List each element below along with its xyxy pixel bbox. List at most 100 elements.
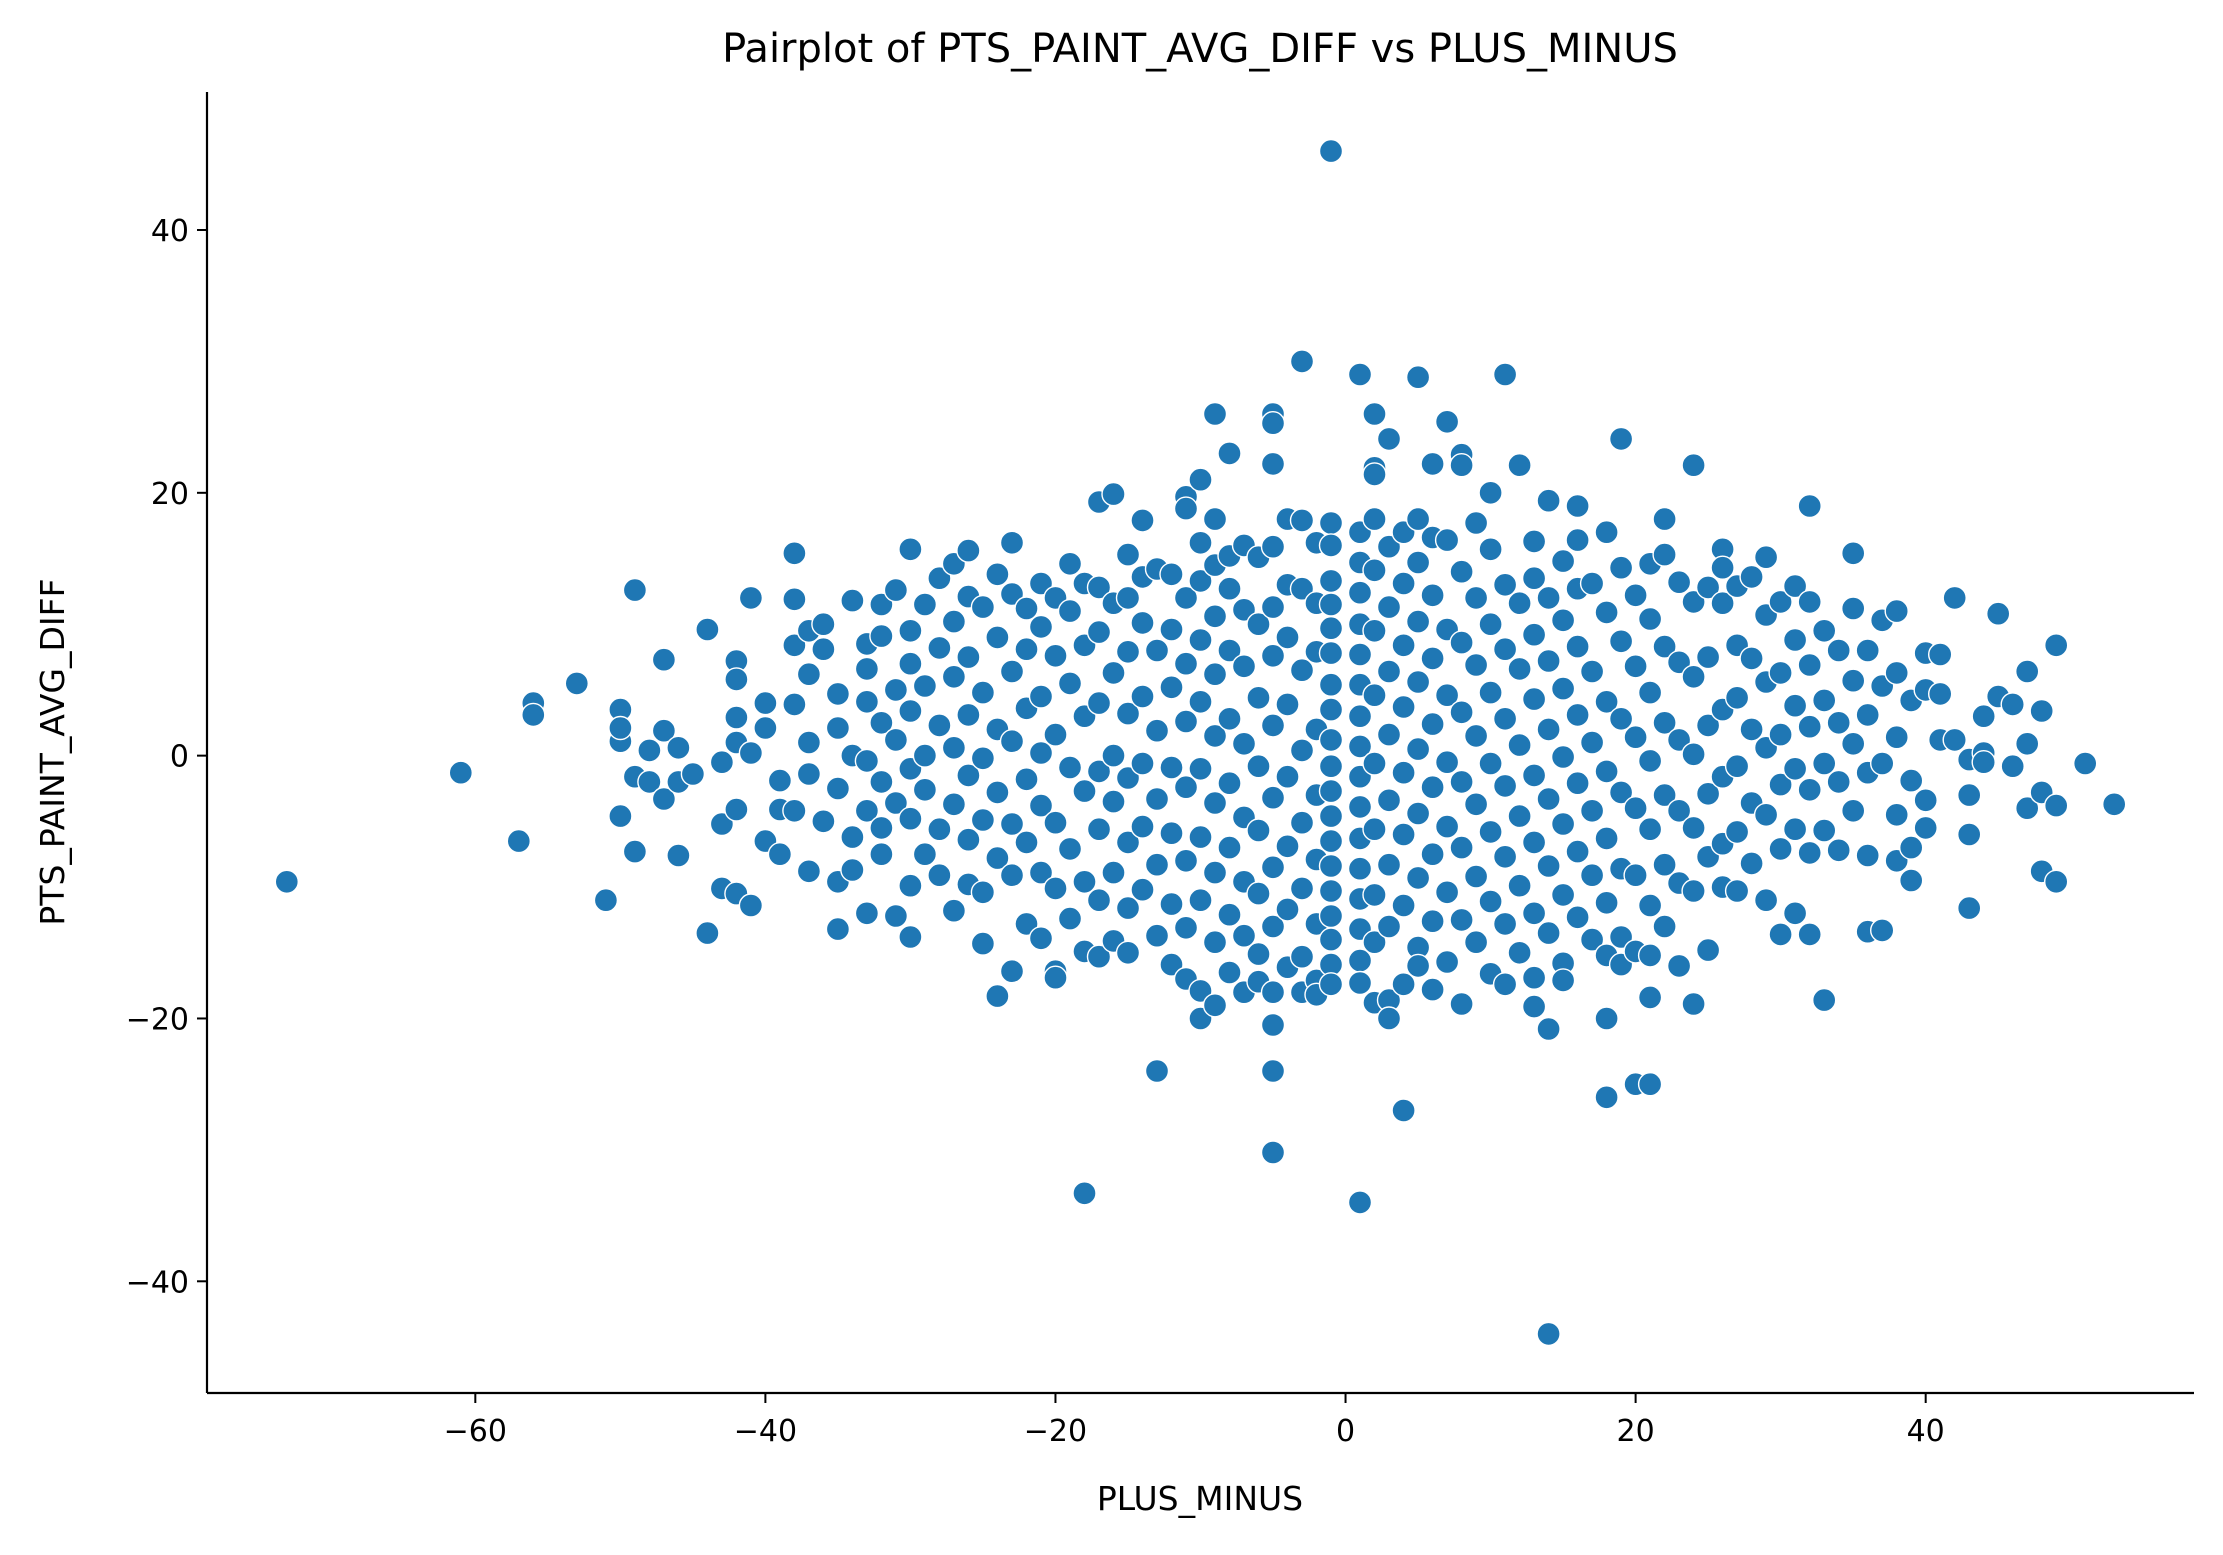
- scatter-point: [1550, 882, 1576, 908]
- scatter-point: [883, 677, 909, 703]
- scatter-point: [1159, 952, 1184, 977]
- scatter-point: [506, 828, 531, 854]
- scatter-point: [1347, 704, 1373, 729]
- scatter-point: [1826, 769, 1851, 795]
- scatter-point: [1724, 685, 1750, 710]
- scatter-point: [1246, 754, 1271, 779]
- scatter-point: [1782, 756, 1808, 781]
- scatter-point: [1028, 740, 1054, 766]
- scatter-point: [1811, 618, 1837, 643]
- scatter-point: [912, 673, 938, 699]
- scatter-point: [1739, 717, 1764, 742]
- scatter-point: [840, 824, 865, 850]
- scatter-point: [1434, 409, 1460, 434]
- scatter-point: [1956, 895, 1982, 921]
- scatter-point: [883, 790, 909, 816]
- scatter-point: [1869, 918, 1895, 943]
- scatter-point: [1521, 566, 1547, 591]
- scatter-point: [2014, 796, 2040, 821]
- scatter-point: [1637, 817, 1663, 842]
- scatter-point: [1115, 830, 1141, 855]
- scatter-point: [1840, 668, 1866, 693]
- scatter-point: [448, 760, 473, 785]
- scatter-point: [1217, 960, 1242, 985]
- scatter-point: [796, 662, 822, 687]
- scatter-point: [1115, 639, 1141, 664]
- scatter-point: [1115, 585, 1141, 611]
- scatter-point: [1144, 718, 1170, 743]
- scatter-point: [767, 842, 793, 867]
- scatter-point: [1811, 818, 1837, 843]
- x-tick-label: −20: [1024, 1414, 1087, 1449]
- scatter-point: [869, 710, 894, 735]
- scatter-point: [854, 656, 880, 682]
- scatter-point: [1275, 834, 1300, 859]
- scatter-point: [1260, 451, 1286, 477]
- scatter-point: [999, 729, 1025, 754]
- scatter-point: [927, 817, 952, 842]
- scatter-point: [1449, 453, 1474, 478]
- scatter-point: [1434, 683, 1460, 708]
- scatter-point: [738, 585, 764, 611]
- scatter-point: [782, 798, 807, 823]
- scatter-point: [1159, 562, 1184, 587]
- y-tick-label: −40: [126, 1265, 189, 1300]
- scatter-point: [1594, 689, 1619, 714]
- scatter-point: [1449, 907, 1474, 933]
- scatter-point: [1260, 534, 1286, 559]
- scatter-point: [1289, 876, 1315, 901]
- scatter-point: [1188, 467, 1213, 492]
- scatter-point: [1086, 888, 1112, 913]
- scatter-point: [1623, 583, 1648, 608]
- scatter-point: [1594, 520, 1619, 545]
- scatter-point: [1188, 530, 1213, 555]
- scatter-point: [1565, 905, 1590, 930]
- scatter-point: [608, 803, 633, 829]
- scatter-point: [1898, 768, 1924, 793]
- y-tick-label: 40: [151, 214, 189, 249]
- scatter-point: [1260, 643, 1286, 668]
- scatter-point: [274, 869, 299, 894]
- scatter-point: [1507, 803, 1532, 829]
- scatter-point: [1362, 751, 1387, 776]
- scatter-point: [1782, 573, 1808, 599]
- scatter-point: [1637, 680, 1663, 705]
- scatter-point: [1768, 836, 1793, 862]
- scatter-point: [970, 807, 996, 833]
- scatter-point: [1797, 652, 1822, 678]
- scatter-point: [1521, 529, 1547, 554]
- scatter-point: [2043, 793, 2069, 818]
- scatter-point: [1637, 748, 1663, 774]
- scatter-point: [1217, 706, 1242, 731]
- scatter-point: [1434, 949, 1460, 975]
- scatter-point: [1115, 765, 1141, 791]
- x-tick-label: 40: [1907, 1414, 1945, 1449]
- scatter-point: [1014, 911, 1039, 937]
- scatter-point: [1521, 965, 1547, 990]
- scatter-point: [1492, 844, 1518, 869]
- x-axis-label: PLUS_MINUS: [1097, 1479, 1303, 1518]
- scatter-point: [1144, 638, 1170, 663]
- scatter-point: [1550, 676, 1576, 701]
- scatter-point: [680, 761, 706, 787]
- scatter-point: [811, 809, 836, 834]
- y-tick-label: −20: [126, 1002, 189, 1037]
- scatter-point: [1492, 637, 1518, 662]
- scatter-point: [1681, 453, 1706, 478]
- scatter-point: [1202, 790, 1228, 816]
- scatter-point: [1318, 927, 1344, 952]
- scatter-point: [956, 644, 981, 670]
- scatter-point: [1130, 610, 1155, 636]
- scatter-point: [1202, 860, 1228, 885]
- scatter-point: [1318, 138, 1344, 164]
- scatter-point: [1724, 754, 1750, 779]
- scatter-point: [1594, 1085, 1619, 1110]
- scatter-point: [854, 798, 880, 823]
- scatter-point: [1695, 644, 1721, 670]
- scatter-point: [1652, 710, 1677, 735]
- scatter-point: [1724, 878, 1750, 904]
- scatter-point: [1666, 650, 1692, 675]
- scatter-point: [1768, 660, 1793, 686]
- y-axis-label: PTS_PAINT_AVG_DIFF: [33, 578, 72, 925]
